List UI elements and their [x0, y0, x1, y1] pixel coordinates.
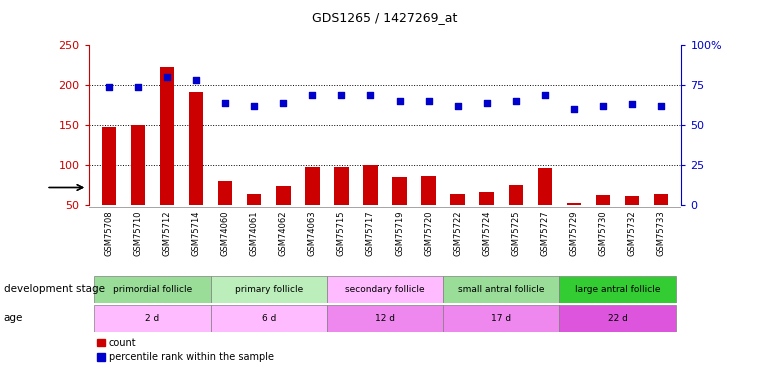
Point [510, 98, 522, 104]
Point [335, 92, 347, 98]
Point [161, 74, 173, 80]
Point [480, 99, 493, 105]
Point [364, 92, 377, 98]
Text: GSM75712: GSM75712 [162, 210, 172, 255]
Bar [327, 305, 443, 332]
Text: primary follicle: primary follicle [235, 285, 303, 294]
Bar [102, 127, 116, 205]
Point [190, 77, 203, 83]
Text: GSM75729: GSM75729 [569, 210, 578, 255]
Bar [363, 165, 378, 205]
Text: age: age [4, 314, 23, 323]
Point [393, 98, 406, 104]
Text: GSM75724: GSM75724 [482, 210, 491, 255]
Point [423, 98, 435, 104]
Bar [276, 186, 290, 205]
Point [567, 106, 580, 112]
Text: GSM75719: GSM75719 [395, 210, 404, 255]
Point [102, 84, 115, 90]
Point [277, 99, 290, 105]
Bar [537, 168, 552, 205]
Bar [95, 276, 211, 303]
Point [539, 92, 551, 98]
Text: GSM74060: GSM74060 [221, 210, 229, 255]
Point [597, 103, 609, 109]
Bar [131, 125, 146, 205]
Text: GDS1265 / 1427269_at: GDS1265 / 1427269_at [313, 11, 457, 24]
Bar [159, 68, 174, 205]
Text: GSM75714: GSM75714 [192, 210, 201, 255]
Bar [305, 167, 320, 205]
Text: large antral follicle: large antral follicle [574, 285, 660, 294]
Bar [443, 276, 559, 303]
Text: GSM74061: GSM74061 [249, 210, 259, 255]
Text: 22 d: 22 d [608, 314, 628, 323]
Text: GSM75725: GSM75725 [511, 210, 521, 255]
Text: GSM74062: GSM74062 [279, 210, 288, 255]
Text: GSM75730: GSM75730 [598, 210, 608, 256]
Bar [421, 176, 436, 205]
Point [248, 103, 260, 109]
Bar [559, 276, 675, 303]
Text: GSM75727: GSM75727 [541, 210, 549, 256]
Bar [189, 92, 203, 205]
Text: GSM75710: GSM75710 [133, 210, 142, 255]
Bar [327, 276, 443, 303]
Text: GSM75708: GSM75708 [105, 210, 113, 256]
Bar [654, 194, 668, 205]
Bar [247, 194, 262, 205]
Text: GSM75722: GSM75722 [454, 210, 462, 255]
Bar [480, 192, 494, 205]
Bar [218, 181, 233, 205]
Legend: count, percentile rank within the sample: count, percentile rank within the sample [93, 334, 278, 366]
Text: GSM75717: GSM75717 [366, 210, 375, 256]
Bar [211, 276, 327, 303]
Point [451, 103, 464, 109]
Text: secondary follicle: secondary follicle [345, 285, 425, 294]
Text: 12 d: 12 d [375, 314, 395, 323]
Point [626, 101, 638, 107]
Point [655, 103, 668, 109]
Bar [334, 167, 349, 205]
Text: GSM74063: GSM74063 [308, 210, 316, 256]
Bar [567, 203, 581, 205]
Bar [95, 305, 211, 332]
Text: GSM75732: GSM75732 [628, 210, 637, 256]
Text: GSM75715: GSM75715 [337, 210, 346, 255]
Text: GSM75720: GSM75720 [424, 210, 433, 255]
Bar [508, 185, 523, 205]
Point [219, 99, 231, 105]
Bar [450, 194, 465, 205]
Text: 6 d: 6 d [262, 314, 276, 323]
Text: GSM75733: GSM75733 [657, 210, 665, 256]
Point [132, 84, 144, 90]
Text: 17 d: 17 d [491, 314, 511, 323]
Bar [559, 305, 675, 332]
Bar [392, 177, 407, 205]
Text: primordial follicle: primordial follicle [113, 285, 192, 294]
Bar [211, 305, 327, 332]
Point [306, 92, 319, 98]
Bar [624, 196, 639, 205]
Text: small antral follicle: small antral follicle [458, 285, 544, 294]
Text: development stage: development stage [4, 285, 105, 294]
Text: 2 d: 2 d [146, 314, 159, 323]
Bar [443, 305, 559, 332]
Bar [596, 195, 611, 205]
